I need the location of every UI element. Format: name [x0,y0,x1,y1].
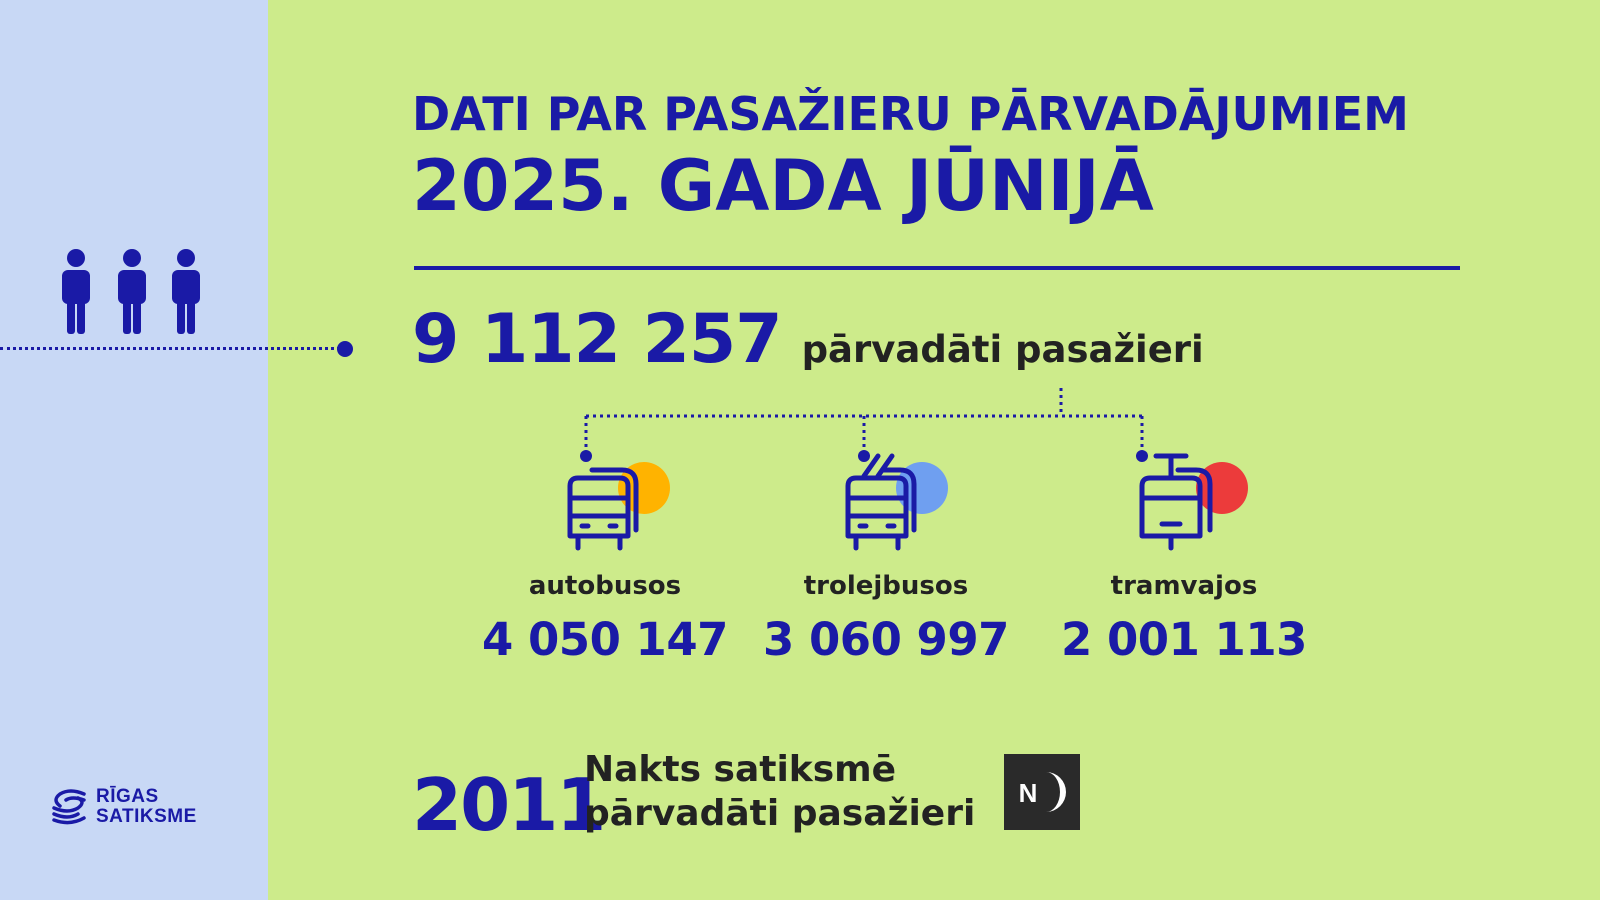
night-transport-logo: N [1004,754,1080,830]
side-panel [0,0,268,900]
brand-logo: RĪGAS SATIKSME [50,786,197,828]
total-passengers: 9 112 257 pārvadāti pasažieri [412,300,1204,379]
people-icon [62,249,200,334]
mode-bus-label: autobusos [528,571,682,601]
title-line-2: 2025. GADA JŪNIJĀ [412,145,1154,227]
title-divider [414,266,1460,270]
rigas-satiksme-logo-icon [52,789,86,825]
title-line-1: DATI PAR PASAŽIERU PĀRVADĀJUMIEM [412,87,1409,141]
brand-name: RĪGAS SATIKSME [96,787,197,827]
total-label: pārvadāti pasažieri [801,328,1204,371]
night-value: 2011 [412,763,606,847]
night-logo-letter: N [1019,778,1038,808]
trolleybus-icon [845,453,948,551]
night-label-line-1: Nakts satiksmē [584,749,897,790]
brand-line-1: RĪGAS [96,786,159,807]
mode-tram: tramvajos 2 001 113 [1054,570,1314,668]
connector-line [0,347,340,350]
tram-icon [1139,453,1248,551]
connector-dot [337,341,353,357]
mode-bus: autobusos 4 050 147 [475,570,735,668]
mode-trolleybus: trolejbusos 3 060 997 [756,570,1016,668]
brand-line-2: SATIKSME [96,806,197,827]
bus-icon [567,462,670,551]
mode-trolleybus-value: 3 060 997 [762,613,1010,666]
total-value: 9 112 257 [412,300,783,379]
night-label: Nakts satiksmē pārvadāti pasažieri [584,748,975,836]
night-label-line-2: pārvadāti pasažieri [584,793,976,834]
page-title: DATI PAR PASAŽIERU PĀRVADĀJUMIEM 2025. G… [412,84,1409,228]
mode-bus-value: 4 050 147 [481,613,729,666]
mode-trolleybus-label: trolejbusos [803,571,969,601]
mode-tram-label: tramvajos [1110,571,1258,601]
mode-tram-value: 2 001 113 [1060,613,1308,666]
